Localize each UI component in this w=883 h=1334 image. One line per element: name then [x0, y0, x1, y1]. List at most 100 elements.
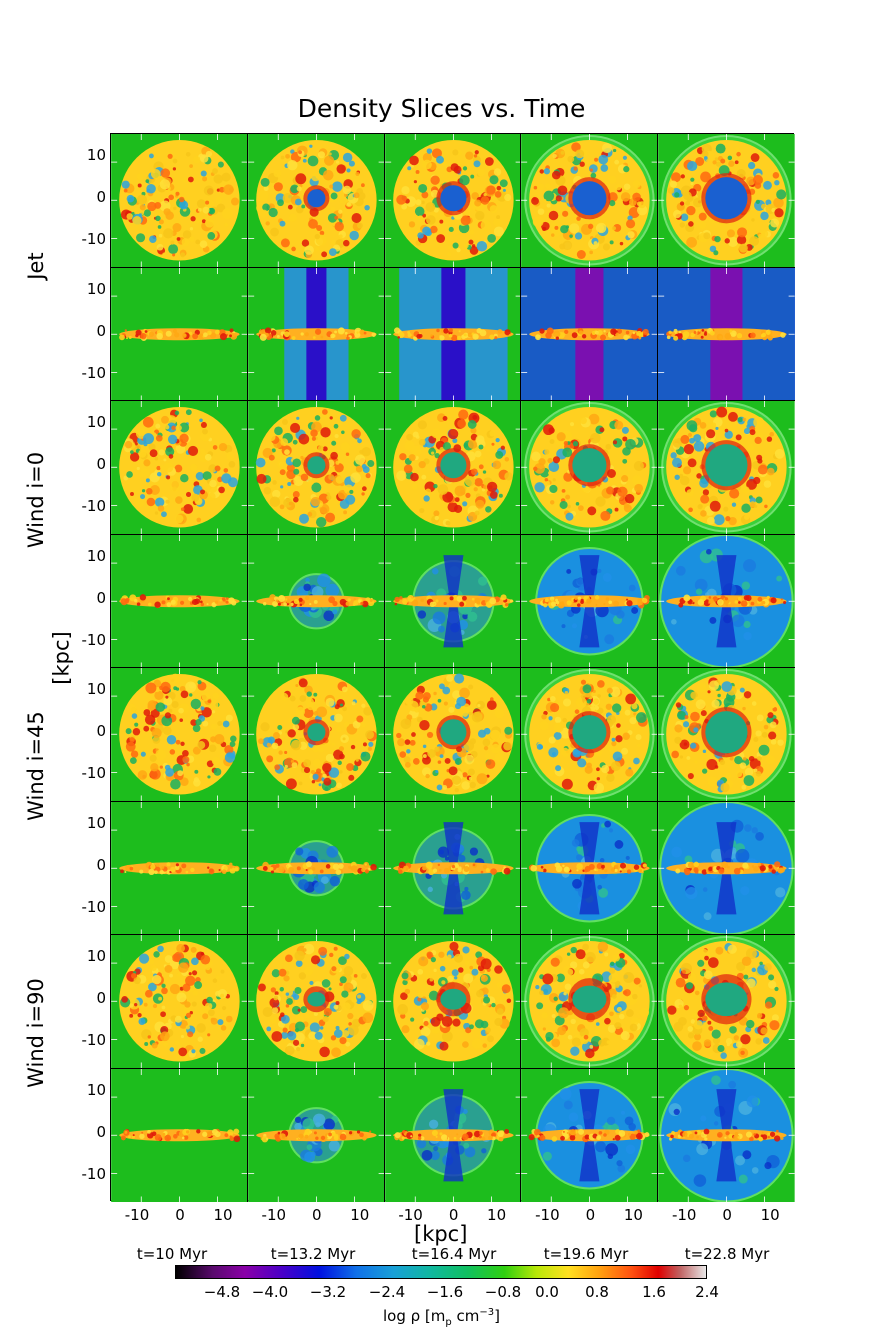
time-label: t=22.8 Myr [684, 1245, 770, 1263]
density-slice-panel [658, 668, 795, 802]
density-slice-panel [521, 134, 659, 268]
x-tick-label: -10 [261, 1206, 287, 1224]
density-slice-panel [658, 534, 795, 668]
y-tick-label: 10 [86, 947, 106, 965]
density-slice-panel [384, 134, 522, 268]
density-slice-panel [521, 1068, 659, 1202]
x-tick-label: 0 [448, 1206, 459, 1224]
density-slice-panel [247, 267, 385, 401]
x-tick-label: 0 [722, 1206, 732, 1224]
x-tick-label: 10 [760, 1206, 780, 1224]
y-tick-label: 0 [96, 722, 106, 740]
density-slice-panel [521, 401, 659, 535]
y-tick-label: 10 [86, 680, 106, 698]
figure-title: Density Slices vs. Time [297, 94, 586, 123]
colorbar-tick-label: −0.8 [484, 1283, 522, 1301]
density-slice-panel [521, 668, 659, 802]
row-label: Jet [24, 252, 48, 280]
panel-grid [110, 133, 795, 1202]
y-tick-label: 0 [96, 989, 106, 1007]
x-tick-label: 10 [623, 1206, 643, 1224]
row-label: Wind i=90 [24, 978, 48, 1088]
y-tick-label: -10 [81, 497, 107, 515]
density-slice-panel [111, 1068, 248, 1202]
y-tick-label: 10 [86, 413, 106, 431]
density-slice-panel [111, 935, 248, 1069]
density-slice-panel [658, 401, 795, 535]
density-slice-panel [521, 267, 659, 401]
colorbar-label: log ρ [mp cm−3] [0, 1307, 883, 1328]
y-tick-label: -10 [81, 1164, 107, 1183]
colorbar-tick-label: 1.6 [642, 1283, 666, 1301]
density-slice-panel [111, 134, 248, 268]
density-slice-panel [384, 935, 522, 1069]
density-slice-panel [111, 668, 248, 802]
colorbar-tick-label: −1.6 [426, 1283, 464, 1301]
x-tick-label: -10 [535, 1206, 560, 1224]
colorbar-tick-label: 0.8 [585, 1283, 609, 1301]
time-label: t=16.4 Myr [411, 1245, 497, 1263]
y-tick-label: -10 [81, 230, 107, 248]
density-slice-panel [247, 134, 385, 268]
x-tick-label: -10 [398, 1206, 423, 1224]
y-tick-label: 10 [86, 1080, 106, 1099]
density-slice-panel [521, 801, 659, 935]
density-slice-panel [247, 401, 385, 535]
y-tick-label: 10 [86, 279, 106, 298]
colorbar-tick-label: 0.0 [535, 1283, 559, 1301]
y-tick-label: 0 [96, 188, 106, 206]
density-slice-panel [111, 801, 248, 935]
y-tick-label: 10 [86, 546, 106, 565]
x-tick-label: -10 [124, 1206, 150, 1224]
density-slice-panel [658, 134, 795, 268]
y-tick-label: -10 [81, 897, 107, 916]
x-tick-label: 10 [487, 1206, 507, 1224]
colorbar-tick-label: −4.0 [251, 1283, 289, 1301]
y-tick-label: 0 [96, 455, 106, 473]
density-slice-panel [384, 1068, 522, 1202]
density-slice-panel [521, 935, 659, 1069]
y-tick-label: -10 [81, 630, 107, 649]
density-slice-panel [384, 401, 522, 535]
colorbar-tick-label: 2.4 [695, 1283, 719, 1301]
x-tick-label: 10 [350, 1206, 370, 1224]
y-tick-label: 10 [86, 146, 106, 164]
row-label: Wind i=0 [24, 451, 48, 549]
colorbar-label-text: log ρ [m [383, 1307, 446, 1325]
y-tick-label: 0 [96, 1122, 106, 1141]
x-tick-label: 10 [213, 1206, 233, 1224]
y-tick-label: 10 [86, 813, 106, 832]
density-slice-panel [658, 801, 795, 935]
x-tick-label: 0 [175, 1206, 185, 1224]
x-tick-label: 0 [312, 1206, 322, 1224]
y-tick-label: -10 [81, 363, 107, 382]
density-slice-panel [111, 267, 248, 401]
colorbar-label-sub: p [445, 1317, 452, 1328]
density-slice-panel [247, 534, 385, 668]
time-label: t=13.2 Myr [270, 1245, 356, 1263]
density-slice-panel [111, 534, 248, 668]
colorbar-label-sup: −3 [479, 1307, 495, 1318]
colorbar-label-end: ] [494, 1307, 500, 1325]
density-slice-panel [247, 801, 385, 935]
density-slice-panel [384, 267, 522, 401]
density-slice-panel [247, 1068, 385, 1202]
colorbar-tick-label: −2.4 [368, 1283, 406, 1301]
x-tick-label: -10 [671, 1206, 697, 1224]
y-tick-label: 0 [96, 321, 106, 340]
density-slice-panel [247, 668, 385, 802]
colorbar-label-unit: cm [451, 1307, 480, 1325]
time-label: t=19.6 Myr [543, 1245, 629, 1263]
density-slice-panel [384, 801, 522, 935]
density-slice-panel [658, 267, 795, 401]
density-slice-panel [658, 935, 795, 1069]
y-tick-label: -10 [81, 764, 107, 782]
density-slice-panel [384, 668, 522, 802]
row-label: Wind i=45 [24, 711, 48, 821]
density-slice-panel [658, 1068, 795, 1202]
colorbar-tick-label: −4.8 [203, 1283, 241, 1301]
y-tick-label: 0 [96, 855, 106, 874]
density-slice-panel [247, 935, 385, 1069]
time-label: t=10 Myr [136, 1245, 208, 1263]
density-slice-panel [521, 534, 659, 668]
